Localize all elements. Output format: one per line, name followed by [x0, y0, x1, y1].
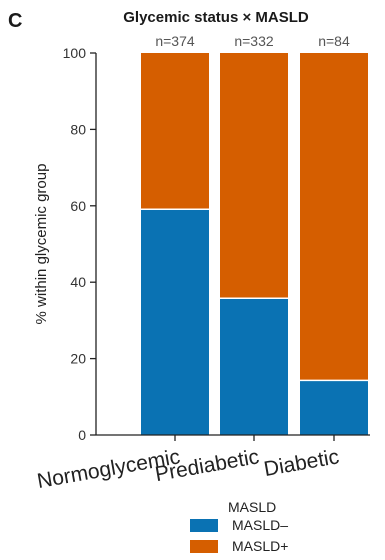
y-tick-label: 60 [70, 198, 86, 214]
bar-segment [220, 298, 288, 435]
bar-segment [220, 53, 288, 299]
y-tick-label: 40 [70, 274, 86, 290]
chart-title: Glycemic status × MASLD [123, 9, 309, 26]
y-tick-label: 20 [70, 351, 86, 367]
legend-title: MASLD [228, 499, 276, 515]
y-tick-label: 80 [70, 121, 86, 137]
panel-label: C [8, 10, 22, 32]
bar-segment [300, 380, 368, 435]
y-axis: 0 20 40 60 80 100 [63, 45, 97, 443]
legend-swatch [190, 540, 218, 553]
n-annotations: n=374 n=332 n=84 [155, 33, 350, 49]
bars [141, 53, 368, 435]
y-tick-label: 0 [78, 427, 86, 443]
legend-swatch [190, 519, 218, 532]
bar-segment [300, 53, 368, 381]
n-annotation: n=374 [155, 33, 195, 49]
n-annotation: n=84 [318, 33, 350, 49]
legend-label: MASLD– [232, 517, 288, 533]
legend-label: MASLD+ [232, 538, 288, 554]
bar-segment [141, 53, 209, 210]
bar-segment [141, 209, 209, 435]
x-tick-label: Diabetic [262, 445, 341, 481]
y-tick-label: 100 [63, 45, 87, 61]
n-annotation: n=332 [234, 33, 274, 49]
y-axis-label: % within glycemic group [33, 164, 50, 325]
legend: MASLD MASLD– MASLD+ [190, 499, 288, 554]
